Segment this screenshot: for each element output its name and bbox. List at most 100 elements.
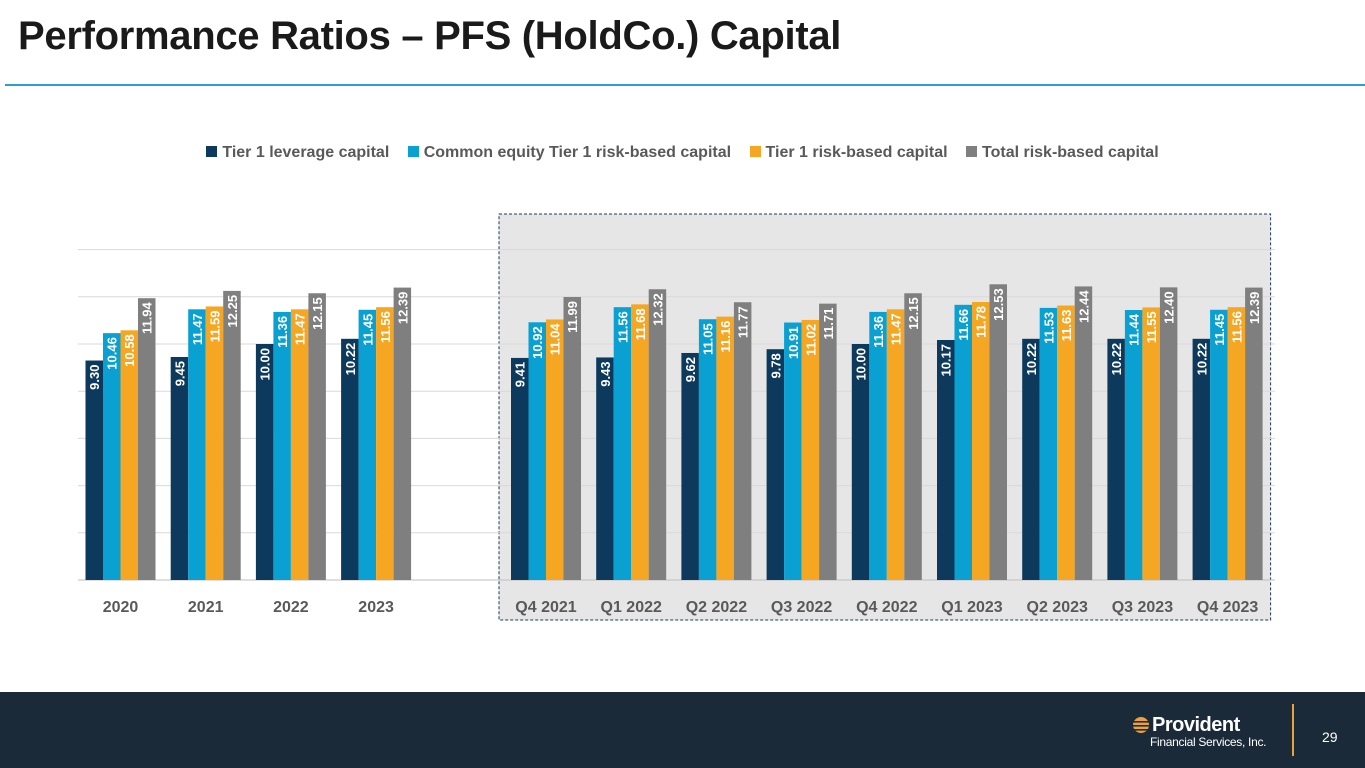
- x-tick-label: Q4 2022: [856, 599, 917, 616]
- footer-divider: [1292, 704, 1294, 756]
- legend-item-cet1: Common equity Tier 1 risk-based capital: [407, 144, 731, 162]
- bar: [1057, 305, 1075, 580]
- bar: [85, 360, 103, 580]
- data-label: 11.59: [207, 310, 222, 342]
- bar: [886, 309, 905, 580]
- x-tick-label: Q3 2022: [771, 599, 832, 616]
- data-label: 11.44: [1127, 313, 1142, 346]
- bar: [120, 330, 138, 580]
- bar: [681, 352, 699, 580]
- bar: [698, 319, 717, 580]
- bar: [801, 319, 820, 580]
- data-label: 11.53: [1041, 312, 1056, 344]
- bar: [528, 322, 546, 580]
- bar: [989, 284, 1007, 580]
- bar: [904, 293, 922, 580]
- footer-bar: Provident Financial Services, Inc. 29: [0, 692, 1365, 768]
- chart-legend: Tier 1 leverage capital Common equity Ti…: [0, 144, 1365, 162]
- x-tick-label: 2022: [273, 599, 309, 616]
- legend-label: Tier 1 leverage capital: [222, 144, 390, 161]
- bar: [733, 302, 752, 580]
- data-label: 11.02: [803, 324, 818, 356]
- bar: [819, 303, 837, 580]
- data-label: 11.63: [1059, 310, 1074, 342]
- x-tick-label: 2023: [358, 599, 394, 616]
- bar: [393, 287, 412, 580]
- page-number: 29: [1322, 729, 1338, 745]
- data-label: 9.78: [768, 353, 783, 378]
- x-tick-label: Q2 2023: [1027, 599, 1088, 616]
- data-label: 11.71: [821, 308, 836, 340]
- x-tick-label: 2021: [188, 599, 224, 616]
- bar: [273, 311, 291, 580]
- data-label: 11.56: [615, 311, 630, 343]
- bar: [1159, 287, 1178, 580]
- data-label: 11.94: [140, 301, 155, 334]
- data-label: 11.56: [378, 311, 393, 343]
- page-title: Performance Ratios – PFS (HoldCo.) Capit…: [18, 14, 842, 58]
- legend-item-tier1-leverage: Tier 1 leverage capital: [206, 144, 389, 162]
- logo-name: Provident: [1152, 714, 1240, 736]
- title-underline: [5, 84, 1365, 86]
- bar: [290, 309, 309, 580]
- legend-swatch: [407, 146, 419, 157]
- bar: [1022, 338, 1040, 580]
- legend-label: Total risk-based capital: [982, 144, 1159, 161]
- legend-item-tier1-risk: Tier 1 risk-based capital: [749, 144, 948, 162]
- data-label: 10.00: [258, 348, 273, 381]
- data-label: 12.39: [1247, 292, 1262, 325]
- data-label: 10.46: [105, 337, 120, 370]
- bar: [1192, 338, 1211, 580]
- bar: [1074, 286, 1093, 580]
- bar: [205, 306, 224, 580]
- bar: [954, 304, 972, 580]
- bar: [972, 301, 990, 580]
- legend-swatch: [966, 146, 977, 157]
- data-label: 12.15: [310, 297, 325, 330]
- data-label: 11.66: [956, 309, 971, 341]
- data-label: 12.44: [1076, 290, 1091, 323]
- legend-swatch: [749, 146, 761, 157]
- data-label: 11.47: [293, 313, 308, 345]
- data-label: 11.99: [565, 301, 580, 333]
- data-label: 10.22: [343, 343, 358, 376]
- bar: [563, 297, 581, 580]
- bar: [223, 290, 241, 580]
- bar: [1210, 309, 1228, 580]
- legend-item-total-risk: Total risk-based capital: [966, 144, 1159, 162]
- x-tick-label: Q2 2022: [686, 599, 747, 616]
- bar: [596, 357, 614, 580]
- legend-label: Tier 1 risk-based capital: [765, 144, 948, 161]
- bar: [103, 333, 121, 580]
- data-label: 11.16: [718, 321, 733, 353]
- data-label: 11.36: [275, 316, 290, 348]
- bar: [937, 339, 955, 580]
- data-label: 10.17: [939, 344, 954, 377]
- data-label: 12.15: [906, 297, 921, 330]
- data-label: 11.45: [360, 314, 375, 346]
- bar: [613, 307, 632, 580]
- data-label: 10.92: [530, 326, 545, 359]
- data-label: 10.22: [1109, 343, 1124, 376]
- data-label: 10.58: [122, 334, 137, 367]
- data-label: 11.55: [1144, 311, 1159, 343]
- data-label: 12.25: [225, 295, 240, 328]
- data-label: 12.40: [1162, 291, 1177, 324]
- x-tick-label: Q1 2023: [941, 599, 1002, 616]
- data-label: 12.53: [991, 288, 1006, 321]
- legend-swatch: [206, 146, 218, 157]
- x-tick-label: 2020: [103, 599, 139, 616]
- data-label: 11.56: [1229, 311, 1244, 343]
- bar: [341, 338, 359, 580]
- data-label: 11.36: [871, 316, 886, 348]
- data-label: 9.41: [513, 362, 528, 387]
- bar: [1124, 310, 1143, 580]
- bar: [511, 357, 529, 580]
- bar: [869, 311, 887, 580]
- x-tick-label: Q4 2023: [1197, 599, 1258, 616]
- x-tick-label: Q3 2023: [1112, 599, 1173, 616]
- data-label: 11.04: [548, 323, 563, 356]
- bar: [1107, 338, 1125, 580]
- data-label: 10.22: [1024, 343, 1039, 376]
